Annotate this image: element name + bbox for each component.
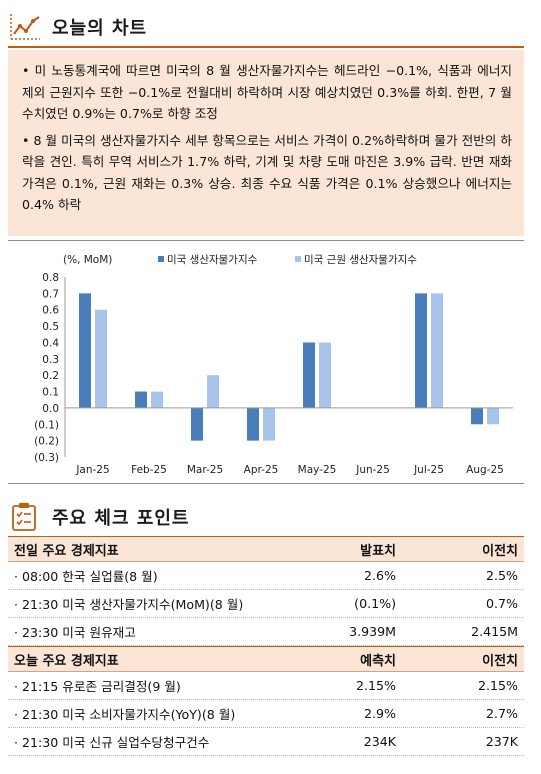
- table-row: · 21:15 유로존 금리결정(9 월) 2.15% 2.15%: [8, 672, 524, 700]
- section-title: 주요 체크 포인트: [52, 508, 190, 529]
- y-tick-label: (0.1): [34, 419, 59, 431]
- header-label: 전일 주요 경제지표: [14, 543, 119, 559]
- economic-indicators-table: 전일 주요 경제지표 발표치 이전치 · 08:00 한국 실업률(8 월) 2…: [8, 536, 524, 756]
- y-tick-label: 0.4: [42, 337, 59, 349]
- checklist-icon: [12, 503, 36, 531]
- bar: [263, 407, 275, 441]
- bar: [487, 407, 499, 425]
- unit-label: (%, MoM): [63, 254, 112, 266]
- legend-label: 미국 생산자물가지수: [167, 254, 258, 266]
- header-actual: 발표치: [360, 543, 396, 559]
- bar: [191, 407, 203, 441]
- y-tick-label: 0.2: [42, 370, 59, 382]
- header-prior: 이전치: [482, 543, 518, 559]
- table-row: · 21:30 미국 소비자물가지수(YoY)(8 월) 2.9% 2.7%: [8, 700, 524, 728]
- x-tick-label: Apr-25: [244, 464, 279, 476]
- x-tick-label: Feb-25: [131, 464, 167, 476]
- table-header-previous: 전일 주요 경제지표 발표치 이전치: [8, 536, 524, 562]
- row-forecast: 2.9%: [364, 706, 396, 721]
- row-prior: 0.7%: [486, 596, 518, 611]
- chart-svg: 0.8 0.7 0.6 0.5 0.4 0.3 0.2 0.1 0.0 (0.1) (0.2) (0.…: [34, 254, 513, 476]
- summary-box: • 미 노동통계국에 따르면 미국의 8 월 생산자물가지수는 헤드라인 −0.…: [8, 50, 524, 236]
- section-header-today-chart: 오늘의 차트: [8, 12, 147, 42]
- y-tick-label: 0.1: [42, 387, 59, 399]
- row-prior: 2.15%: [477, 678, 518, 693]
- bar: [303, 342, 315, 408]
- bar: [319, 342, 331, 408]
- header-forecast: 예측치: [360, 653, 396, 669]
- table-row: · 23:30 미국 원유재고 3.939M 2.415M: [8, 618, 524, 646]
- row-label: · 08:00 한국 실업률(8 월): [14, 569, 158, 584]
- bar: [415, 293, 427, 408]
- section-divider: [8, 46, 524, 48]
- bar: [471, 407, 483, 425]
- bar: [151, 391, 163, 408]
- section-header-check-points: 주요 체크 포인트: [8, 502, 189, 532]
- section-title: 오늘의 차트: [52, 18, 148, 39]
- legend-swatch: [295, 256, 301, 262]
- table-row: · 21:30 미국 생산자물가지수(MoM)(8 월) (0.1%) 0.7%: [8, 590, 524, 618]
- row-forecast: 234K: [363, 734, 396, 749]
- row-prior: 2.7%: [486, 706, 518, 721]
- row-prior: 2.5%: [486, 568, 518, 583]
- header-prior: 이전치: [482, 653, 518, 669]
- legend-swatch: [158, 256, 164, 262]
- y-tick-label: 0.3: [42, 354, 59, 366]
- row-forecast: 2.15%: [355, 678, 396, 693]
- row-actual: 3.939M: [349, 624, 396, 639]
- bar: [95, 309, 107, 408]
- bar: [79, 293, 91, 408]
- header-label: 오늘 주요 경제지표: [14, 653, 119, 669]
- line-chart-icon: [10, 14, 40, 40]
- y-tick-label: 0.0: [42, 403, 59, 415]
- legend-label: 미국 근원 생산자물가지수: [304, 254, 417, 266]
- y-tick-label: 0.8: [42, 272, 59, 284]
- x-tick-label: Jan-25: [75, 464, 109, 476]
- row-prior: 2.415M: [471, 624, 518, 639]
- bar: [207, 375, 219, 408]
- x-tick-label: Mar-25: [187, 464, 223, 476]
- ppi-bar-chart: 0.8 0.7 0.6 0.5 0.4 0.3 0.2 0.1 0.0 (0.1) (0.2) (0.…: [8, 240, 524, 484]
- row-prior: 237K: [485, 734, 518, 749]
- row-label: · 21:30 미국 생산자물가지수(MoM)(8 월): [14, 597, 244, 612]
- row-label: · 21:30 미국 소비자물가지수(YoY)(8 월): [14, 707, 236, 722]
- row-label: · 23:30 미국 원유재고: [14, 625, 136, 640]
- bar: [247, 407, 259, 441]
- x-tick-label: Aug-25: [466, 464, 504, 476]
- x-tick-label: May-25: [298, 464, 337, 476]
- table-header-today: 오늘 주요 경제지표 예측치 이전치: [8, 646, 524, 672]
- summary-bullet: • 8 월 미국의 생산자물가지수 세부 항목으로는 서비스 가격이 0.2%하…: [22, 132, 512, 213]
- y-tick-label: (0.3): [34, 452, 59, 464]
- row-actual: (0.1%): [354, 596, 396, 611]
- x-tick-label: Jun-25: [355, 464, 390, 476]
- y-tick-label: (0.2): [34, 436, 59, 448]
- y-tick-label: 0.6: [42, 305, 59, 317]
- summary-bullet: • 미 노동통계국에 따르면 미국의 8 월 생산자물가지수는 헤드라인 −0.…: [22, 63, 512, 121]
- bar: [135, 391, 147, 408]
- x-tick-label: Jul-25: [413, 464, 444, 476]
- y-tick-label: 0.7: [42, 288, 59, 300]
- row-label: · 21:15 유로존 금리결정(9 월): [14, 679, 181, 694]
- table-row: · 21:30 미국 신규 실업수당청구건수 234K 237K: [8, 728, 524, 756]
- row-actual: 2.6%: [364, 568, 396, 583]
- row-label: · 21:30 미국 신규 실업수당청구건수: [14, 735, 210, 750]
- bar: [431, 293, 443, 408]
- table-row: · 08:00 한국 실업률(8 월) 2.6% 2.5%: [8, 562, 524, 590]
- y-tick-label: 0.5: [42, 321, 59, 333]
